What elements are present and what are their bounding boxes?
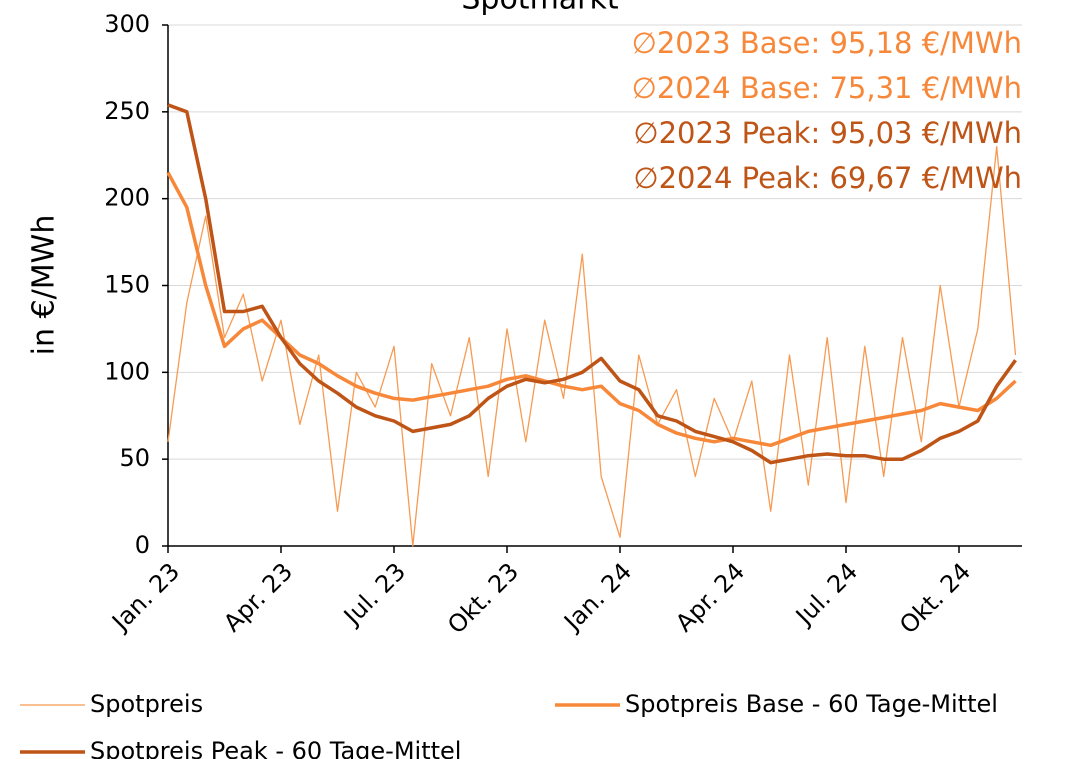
legend-label: Spotpreis [90, 690, 203, 718]
x-tick-label: Apr. 24 [670, 557, 750, 637]
annotation: ∅2024 Base: 75,31 €/MWh [632, 71, 1022, 105]
y-axis-label: in €/MWh [27, 215, 62, 356]
legend-label: Spotpreis Peak - 60 Tage-Mittel [90, 737, 461, 759]
y-tick-label: 200 [104, 184, 150, 212]
x-tick-label: Jul. 24 [789, 557, 863, 631]
y-tick-label: 300 [104, 10, 150, 38]
page: {"chart_data": { "type": "line", "title"… [0, 0, 1083, 759]
x-tick-label: Okt. 24 [894, 557, 976, 639]
annotation: ∅2024 Peak: 69,67 €/MWh [633, 161, 1022, 195]
series-line [168, 105, 1016, 463]
legend-label: Spotpreis Base - 60 Tage-Mittel [625, 690, 998, 718]
y-tick-label: 0 [135, 531, 150, 559]
series-line [168, 147, 1016, 546]
y-tick-label: 100 [104, 357, 150, 385]
x-tick-label: Apr. 23 [218, 557, 298, 637]
y-tick-label: 150 [104, 271, 150, 299]
chart-title: Spotmarkt [461, 0, 619, 17]
x-tick-label: Jul. 23 [337, 557, 411, 631]
series-line [168, 173, 1016, 446]
chart: Spotmarkt in €/MWh 0 50 100 150 200 250 300 Jan… [0, 0, 1083, 759]
x-tick-label: Okt. 23 [442, 557, 524, 639]
annotation: ∅2023 Peak: 95,03 €/MWh [633, 116, 1022, 150]
y-tick-label: 250 [104, 97, 150, 125]
x-tick-label: Jan. 23 [105, 557, 185, 637]
annotation: ∅2023 Base: 95,18 €/MWh [632, 26, 1022, 60]
x-tick-label: Jan. 24 [557, 557, 637, 637]
y-tick-label: 50 [119, 444, 150, 472]
